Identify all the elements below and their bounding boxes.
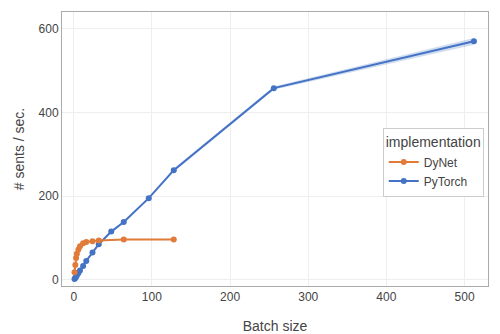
svg-text:200: 200 xyxy=(39,189,59,203)
svg-text:# sents / sec.: # sents / sec. xyxy=(11,108,27,190)
svg-text:Batch size: Batch size xyxy=(243,318,308,334)
svg-text:100: 100 xyxy=(142,290,162,304)
svg-text:400: 400 xyxy=(39,106,59,120)
svg-text:500: 500 xyxy=(455,290,475,304)
svg-text:PyTorch: PyTorch xyxy=(424,175,467,189)
svg-text:200: 200 xyxy=(220,290,240,304)
svg-text:600: 600 xyxy=(39,22,59,36)
svg-text:implementation: implementation xyxy=(386,134,481,150)
svg-text:0: 0 xyxy=(52,273,59,287)
svg-text:400: 400 xyxy=(376,290,396,304)
svg-text:DyNet: DyNet xyxy=(424,156,458,170)
svg-text:0: 0 xyxy=(70,290,77,304)
svg-text:300: 300 xyxy=(298,290,318,304)
